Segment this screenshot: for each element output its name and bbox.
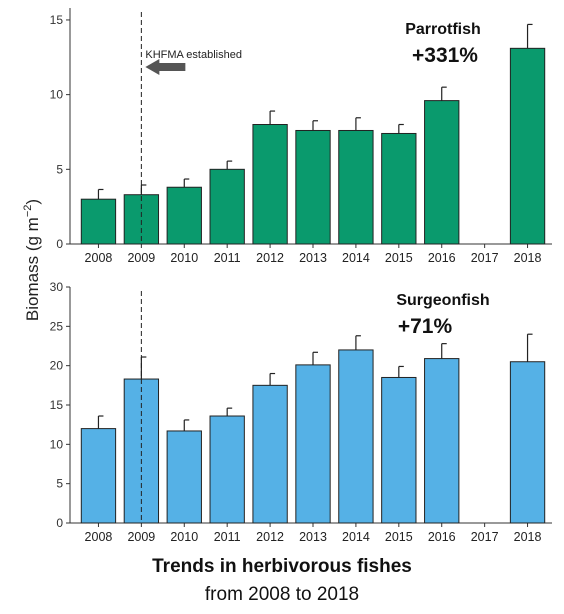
x-tick-label: 2010 (170, 530, 198, 544)
x-tick-label: 2011 (214, 251, 241, 265)
caption-subtitle: from 2008 to 2018 (204, 584, 360, 605)
x-tick-label: 2008 (85, 251, 113, 265)
x-tick-label: 2018 (514, 251, 542, 265)
surgeonfish-panel: 0 5 10 15 20 25 30 2008 2009 2010 2011 2012 2013 2014… (50, 280, 552, 544)
panel-title: Surgeonfish (396, 292, 489, 309)
x-tick-label: 2012 (256, 530, 284, 544)
y-tick-label: 25 (50, 319, 64, 333)
y-tick-label: 10 (50, 88, 64, 102)
x-tick-label: 2011 (214, 530, 241, 544)
bar (295, 364, 331, 524)
y-tick-label: 0 (56, 237, 63, 251)
arrow-left-icon (145, 59, 186, 75)
bar (424, 358, 460, 524)
x-tick-label: 2009 (127, 530, 155, 544)
bar (424, 100, 460, 245)
x-tick-label: 2010 (170, 251, 198, 265)
bar (80, 198, 117, 245)
y-tick-label: 15 (50, 13, 64, 27)
caption-title: Trends in herbivorous fishes (152, 556, 412, 577)
x-tick-label: 2013 (299, 251, 327, 265)
percent-change-annotation: +71% (398, 315, 453, 338)
x-tick-label: 2009 (127, 251, 155, 265)
x-tick-label: 2014 (342, 530, 370, 544)
bar (381, 132, 417, 245)
x-tick-label: 2015 (385, 530, 413, 544)
marker-label: KHFMA established (145, 49, 242, 61)
x-tick-label: 2017 (471, 530, 499, 544)
x-tick-label: 2018 (514, 530, 542, 544)
y-tick-label: 5 (56, 162, 63, 176)
x-tick-label: 2008 (85, 530, 113, 544)
y-tick-label: 15 (50, 398, 64, 412)
bar (252, 124, 288, 245)
y-tick-label: 10 (50, 437, 64, 451)
panel-title: Parrotfish (405, 21, 481, 38)
bar (509, 361, 546, 524)
y-tick-label: 30 (50, 280, 64, 294)
y-tick-label: 20 (50, 359, 64, 373)
percent-change-annotation: +331% (412, 44, 478, 67)
x-tick-label: 2012 (256, 251, 284, 265)
x-tick-label: 2016 (428, 530, 456, 544)
bar (166, 430, 202, 524)
y-tick-label: 0 (56, 516, 63, 530)
x-tick-label: 2013 (299, 530, 327, 544)
x-tick-label: 2016 (428, 251, 456, 265)
bar (295, 129, 331, 245)
bar (166, 186, 202, 245)
parrotfish-panel: 0 5 10 15 2008 2009 2010 2011 2012 2013 2014 2015 20… (50, 8, 552, 265)
bar (209, 415, 245, 524)
y-tick-label: 5 (56, 477, 63, 491)
bar (80, 428, 117, 524)
x-tick-label: 2015 (385, 251, 413, 265)
bar (209, 168, 245, 245)
bar (509, 47, 546, 245)
x-tick-label: 2017 (471, 251, 499, 265)
y-axis-label: Biomass (g m−2) (22, 199, 42, 321)
bar (252, 384, 288, 524)
bar (338, 129, 374, 245)
bar (381, 376, 417, 524)
bar (338, 349, 374, 524)
x-tick-label: 2014 (342, 251, 370, 265)
